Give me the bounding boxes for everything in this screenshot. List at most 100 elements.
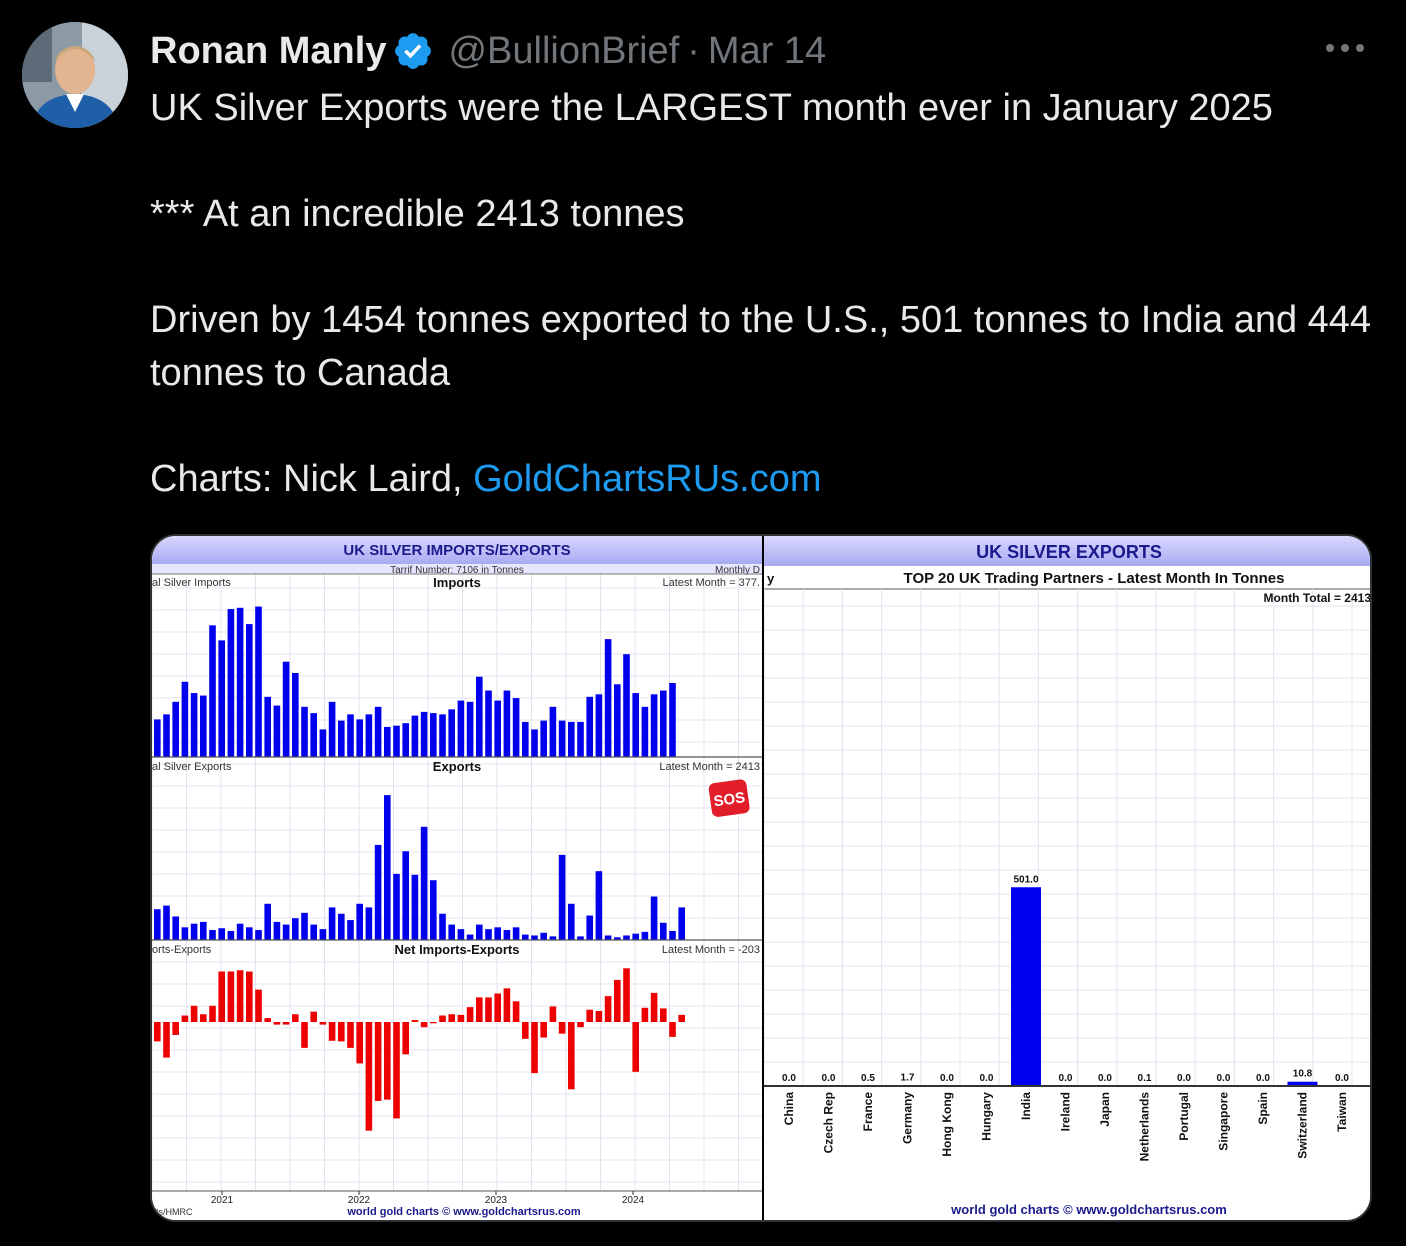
net-bar <box>255 989 262 1022</box>
category-label: Ireland <box>1059 1092 1073 1131</box>
net-bar <box>374 1022 382 1101</box>
bar-value-label: 0.0 <box>822 1073 836 1084</box>
bar <box>163 905 170 940</box>
net-bar <box>301 1022 308 1048</box>
bar <box>310 924 317 940</box>
net-bar <box>623 968 630 1022</box>
bar <box>540 720 547 757</box>
net-bar <box>614 979 621 1022</box>
author-handle[interactable]: @BullionBrief <box>448 29 680 72</box>
bar <box>466 701 474 757</box>
net-bar <box>310 1011 317 1022</box>
net-bar <box>503 988 511 1022</box>
net-bar <box>641 1007 649 1022</box>
sos-text: SOS <box>713 789 747 810</box>
net-bar <box>200 1014 207 1022</box>
bar <box>255 930 262 940</box>
net-bar <box>586 1009 593 1022</box>
net-panel: orts-Exports Net Imports-Exports Latest Mo… <box>152 942 760 1131</box>
series-label: orts-Exports <box>152 944 212 956</box>
net-bar <box>577 1022 584 1028</box>
tweet-line-2: *** At an incredible 2413 tonnes <box>150 193 685 235</box>
month-total-label: Month Total = 2413 <box>1264 591 1372 605</box>
bar <box>577 721 584 757</box>
tweet-media[interactable]: UK SILVER IMPORTS/EXPORTS Tarrif Number:… <box>150 534 1372 1222</box>
bar <box>568 903 575 940</box>
right-x-labels: China Czech Rep France Germany Hong Kong Hung… <box>782 1092 1349 1162</box>
bar <box>476 676 483 757</box>
bar <box>503 930 511 940</box>
bar <box>586 696 593 757</box>
tweet-date[interactable]: Mar 14 <box>707 29 827 72</box>
bar <box>430 880 437 940</box>
net-bar <box>430 1022 437 1024</box>
bar <box>540 932 547 940</box>
net-bar <box>227 971 235 1022</box>
bar <box>650 896 658 940</box>
goldchartsrus-link[interactable]: GoldChartsRUs.com <box>473 458 822 500</box>
bar <box>154 909 161 940</box>
net-bar <box>328 1022 336 1041</box>
author-name[interactable]: Ronan Manly <box>150 29 387 72</box>
net-bar <box>338 1022 345 1042</box>
bar <box>660 922 667 940</box>
bar <box>531 935 538 940</box>
bar <box>485 690 492 757</box>
category-label: Netherlands <box>1138 1092 1152 1162</box>
bar-value-label: 0.0 <box>1217 1073 1231 1084</box>
avatar[interactable] <box>22 22 128 128</box>
chart-image-right[interactable]: UK SILVER EXPORTS y TOP 20 UK Trading Pa… <box>764 536 1372 1220</box>
net-bar <box>236 970 244 1022</box>
bar <box>448 709 455 757</box>
source-label: ts/HMRC <box>156 1207 193 1217</box>
bar <box>568 721 575 757</box>
chart-image-left[interactable]: UK SILVER IMPORTS/EXPORTS Tarrif Number:… <box>152 536 762 1220</box>
bar <box>227 609 235 757</box>
category-label: Spain <box>1256 1092 1270 1125</box>
category-label: Switzerland <box>1296 1092 1310 1159</box>
bar <box>595 694 603 757</box>
bar <box>632 693 639 757</box>
bar <box>365 714 373 757</box>
bar <box>282 924 290 940</box>
bar <box>347 920 354 940</box>
category-label: China <box>782 1092 796 1126</box>
bar-value-label: 0.0 <box>1256 1073 1270 1084</box>
net-bar <box>172 1022 179 1035</box>
net-bar <box>402 1022 409 1055</box>
bar <box>209 625 216 757</box>
bar <box>172 916 179 940</box>
bar <box>485 929 492 940</box>
net-bar <box>190 1005 198 1022</box>
bar <box>236 607 244 757</box>
left-chart-title: UK SILVER IMPORTS/EXPORTS <box>343 542 570 559</box>
bar <box>678 907 685 940</box>
net-bar <box>411 1020 419 1022</box>
bar <box>255 606 262 757</box>
net-bar <box>568 1022 575 1090</box>
net-bar <box>292 1014 299 1022</box>
bar <box>246 927 253 940</box>
net-bar <box>273 1022 281 1025</box>
bar-value-label: 0.5 <box>861 1073 875 1084</box>
right-grid <box>764 589 1370 1087</box>
bar <box>273 705 281 757</box>
net-bar <box>660 1008 667 1022</box>
bar <box>669 930 676 940</box>
bar <box>512 698 520 757</box>
bar <box>411 874 419 940</box>
bar <box>623 654 630 757</box>
net-bar <box>632 1022 639 1072</box>
net-bar <box>420 1022 428 1028</box>
bar-value-label: 10.8 <box>1293 1069 1313 1080</box>
bar-value-label: 0.0 <box>940 1073 954 1084</box>
bar <box>356 719 363 757</box>
bar <box>614 684 621 757</box>
net-bar <box>549 1006 557 1022</box>
net-bar <box>282 1022 290 1025</box>
more-options-icon[interactable] <box>1322 30 1368 66</box>
net-bar <box>650 992 658 1022</box>
bar <box>650 694 658 757</box>
category-label: Hong Kong <box>940 1092 954 1157</box>
x-tick-label: 2023 <box>485 1195 508 1206</box>
